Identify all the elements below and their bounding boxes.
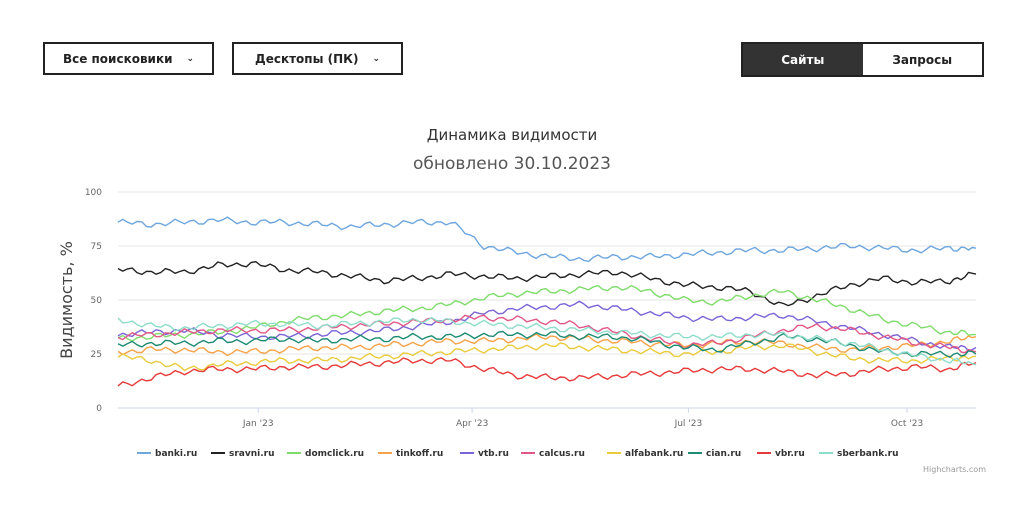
search-engine-select[interactable]: Все поисковики ⌄: [43, 42, 214, 75]
series-line-alfabank-ru: [117, 342, 977, 372]
legend-item-sberbank-ru[interactable]: sberbank.ru: [837, 449, 899, 459]
y-tick-label: 0: [96, 404, 102, 414]
x-tick-label: Oct '23: [891, 419, 923, 429]
series-line-sberbank-ru: [117, 317, 977, 366]
view-toggle: Сайты Запросы: [741, 42, 984, 77]
series-line-domclick-ru: [117, 284, 976, 342]
legend-item-vtb-ru[interactable]: vtb.ru: [478, 449, 509, 459]
legend-item-tinkoff-ru[interactable]: tinkoff.ru: [396, 449, 443, 459]
legend-item-vbr-ru[interactable]: vbr.ru: [775, 449, 805, 459]
x-tick-label: Jan '23: [242, 419, 274, 429]
legend-item-banki-ru[interactable]: banki.ru: [155, 449, 197, 459]
x-tick-label: Apr '23: [456, 419, 488, 429]
chevron-down-icon: ⌄: [186, 53, 195, 64]
y-tick-label: 50: [91, 296, 103, 306]
series-line-tinkoff-ru: [117, 333, 977, 357]
legend-item-domclick-ru[interactable]: domclick.ru: [305, 449, 364, 459]
legend-item-cian-ru[interactable]: cian.ru: [706, 449, 741, 459]
chart-title: Динамика видимости: [426, 126, 598, 144]
series-line-sravni-ru: [117, 261, 977, 307]
series-line-calcus-ru: [117, 314, 977, 354]
chevron-down-icon: ⌄: [372, 53, 380, 64]
credits-link[interactable]: Highcharts.com: [923, 465, 986, 474]
y-tick-label: 75: [91, 242, 102, 252]
y-tick-label: 100: [85, 188, 102, 198]
series-line-vtb-ru: [117, 300, 977, 352]
x-tick-label: Jul '23: [674, 419, 703, 429]
y-axis-label: Видимость, %: [57, 241, 76, 359]
y-tick-label: 25: [91, 350, 102, 360]
legend-item-calcus-ru[interactable]: calcus.ru: [539, 449, 585, 459]
tab-queries[interactable]: Запросы: [862, 44, 982, 75]
series-line-vbr-ru: [117, 357, 977, 387]
device-select[interactable]: Десктопы (ПК) ⌄: [232, 42, 403, 75]
device-select-value: Десктопы (ПК): [255, 51, 359, 66]
legend-item-alfabank-ru[interactable]: alfabank.ru: [625, 449, 683, 459]
legend-item-sravni-ru[interactable]: sravni.ru: [229, 449, 275, 459]
search-engine-select-value: Все поисковики: [62, 51, 173, 66]
series-line-banki-ru: [117, 216, 977, 263]
tab-sites[interactable]: Сайты: [743, 44, 863, 75]
chart-subtitle: обновлено 30.10.2023: [413, 154, 611, 174]
